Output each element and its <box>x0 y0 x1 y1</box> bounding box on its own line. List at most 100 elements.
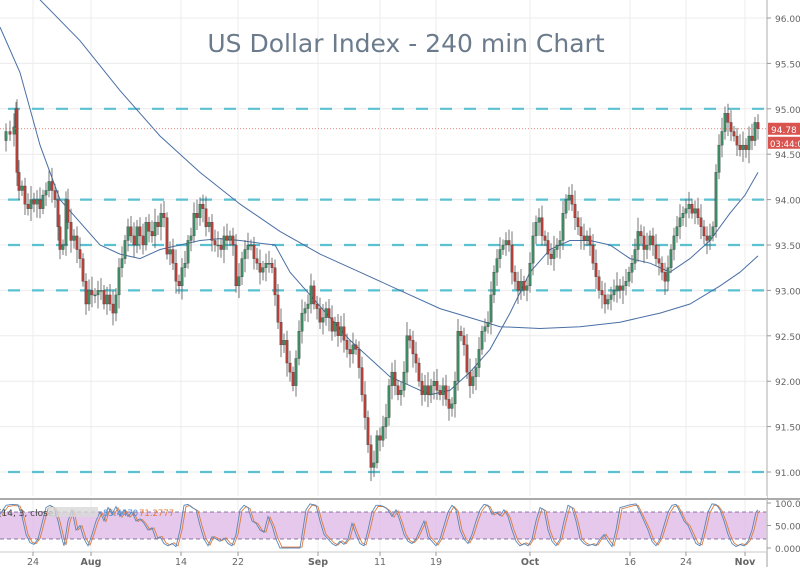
candle-body <box>558 240 562 246</box>
candle-body <box>177 281 181 287</box>
candle-body <box>267 263 271 265</box>
candle-body <box>642 235 646 250</box>
candle-body <box>357 349 361 368</box>
price-tick-label: 94.00 <box>775 197 800 207</box>
candle-body <box>50 181 54 191</box>
candle-body <box>450 403 454 409</box>
time-tick-label: Oct <box>521 557 540 567</box>
candle-body <box>159 213 163 227</box>
candle-body <box>132 235 136 246</box>
candle-body <box>372 462 376 468</box>
candle-body <box>288 362 292 373</box>
time-tick-label: 11 <box>374 557 386 567</box>
candle-body <box>519 281 523 291</box>
candle-body <box>666 267 670 282</box>
price-tick-label: 93.00 <box>775 287 800 297</box>
candle-body <box>525 285 529 291</box>
candle-body <box>324 308 328 318</box>
candle-body <box>87 290 91 305</box>
candle-body <box>618 285 622 291</box>
candle-body <box>588 235 592 246</box>
candle-body <box>8 131 12 135</box>
candle-body <box>363 394 367 418</box>
candle-body <box>297 331 301 359</box>
candle-body <box>12 126 16 135</box>
candle-body <box>603 294 607 305</box>
stochastic-tick-label: 100.0000 <box>775 500 800 510</box>
candle-body <box>501 244 505 250</box>
candle-body <box>624 281 628 287</box>
candle-body <box>156 222 160 227</box>
candle-body <box>222 235 226 250</box>
candle-body <box>447 399 451 409</box>
candle-body <box>333 322 337 332</box>
candle-body <box>4 131 8 141</box>
grid <box>0 0 767 552</box>
candle-body <box>504 240 508 246</box>
time-tick-label: Aug <box>81 557 102 567</box>
candle-body <box>174 263 178 282</box>
candle-body <box>240 258 244 277</box>
candle-body <box>408 335 412 341</box>
candle-body <box>546 240 550 255</box>
price-axis[interactable]: 96.00 95.50 95.00 94.50 94.00 93.50 93.00 92.50… <box>766 0 800 567</box>
candle-body <box>378 435 382 441</box>
candle-body <box>41 194 45 209</box>
candle-body <box>195 213 199 218</box>
candle-body <box>165 217 169 255</box>
candle-body <box>375 435 379 464</box>
candle-body <box>729 122 733 132</box>
candle-body <box>282 340 286 346</box>
candle-body <box>252 244 256 259</box>
candle-body <box>327 308 331 318</box>
candle-body <box>141 235 145 246</box>
candle-body <box>429 385 433 395</box>
candle-body <box>336 322 340 336</box>
candle-body <box>273 267 277 296</box>
candle-body <box>162 213 166 218</box>
last-price-badge <box>768 122 800 135</box>
candle-body <box>462 335 466 346</box>
candle-body <box>47 181 51 191</box>
candle-body <box>207 222 211 227</box>
candle-body <box>111 303 115 314</box>
candle-body <box>153 222 157 237</box>
candle-body <box>390 371 394 386</box>
candle-body <box>570 194 574 205</box>
last-price-label: 94.78 <box>771 126 797 136</box>
candle-body <box>669 249 673 268</box>
candle-body <box>417 362 421 382</box>
stochastic-d-line <box>1 504 761 548</box>
candle-body <box>744 144 748 150</box>
candle-body <box>189 235 193 241</box>
candle-body <box>105 294 109 305</box>
candle-body <box>717 144 721 173</box>
candle-body <box>672 235 676 250</box>
candle-body <box>81 258 85 282</box>
candle-body <box>555 244 559 250</box>
candle-body <box>423 385 427 395</box>
candle-body <box>261 267 265 273</box>
candle-body <box>108 294 112 305</box>
candle-body <box>561 213 565 241</box>
candle-body <box>210 222 214 241</box>
time-tick-label: Sep <box>308 557 328 567</box>
candle-body <box>453 381 457 405</box>
stochastic-legend-buttons <box>48 507 98 517</box>
candle-body <box>192 213 196 237</box>
candle-body <box>61 244 65 250</box>
candle-body <box>402 371 406 391</box>
candle-body <box>468 371 472 386</box>
candle-body <box>474 367 478 377</box>
candle-body <box>753 122 757 141</box>
candle-body <box>99 290 103 292</box>
time-axis[interactable]: 24 Aug 14 22 Sep 11 19 Oct 16 24 Nov <box>0 551 767 568</box>
candle-body <box>480 331 484 350</box>
candle-body <box>96 290 100 296</box>
candle-body <box>432 381 436 386</box>
candle-body <box>69 222 73 241</box>
candle-body <box>564 199 568 214</box>
candle-body <box>738 144 742 150</box>
candle-body <box>645 244 649 250</box>
